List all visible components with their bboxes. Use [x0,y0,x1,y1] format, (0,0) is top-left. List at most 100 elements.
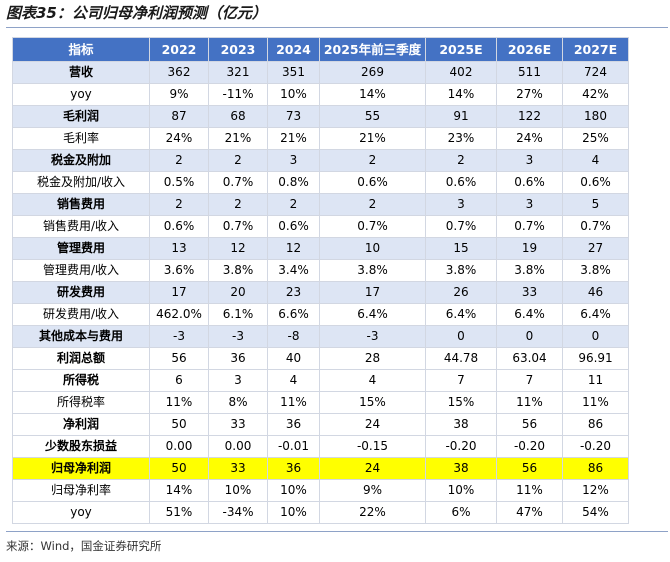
value-cell: 0.6% [562,171,629,194]
value-cell: 0 [496,325,563,348]
value-cell: -0.15 [319,435,426,458]
value-cell: 50 [149,457,209,480]
value-cell: 11 [562,369,629,392]
value-cell: 0.6% [149,215,209,238]
value-cell: 4 [319,369,426,392]
value-cell: -0.20 [496,435,563,458]
header-cell: 2023 [208,37,268,62]
header-cell: 2026E [496,37,563,62]
header-cell: 2025年前三季度 [319,37,426,62]
value-cell: 0.7% [425,215,497,238]
value-cell: 9% [319,479,426,502]
value-cell: 14% [149,479,209,502]
value-cell: 9% [149,83,209,106]
value-cell: 21% [208,127,268,150]
table-header-row: 指标 2022 2023 2024 2025年前三季度 2025E 2026E … [12,37,629,62]
value-cell: 23% [425,127,497,150]
value-cell: 10% [267,501,320,524]
value-cell: 23 [267,281,320,304]
value-cell: 19 [496,237,563,260]
value-cell: 0.8% [267,171,320,194]
table-row: 其他成本与费用 -3 -3 -8 -3 0 0 0 [12,325,629,348]
figure-title: 图表35：公司归母净利润预测（亿元） [6,4,267,22]
value-cell: 0.7% [208,171,268,194]
value-cell: 13 [149,237,209,260]
value-cell: 26 [425,281,497,304]
value-cell: -3 [149,325,209,348]
value-cell: 50 [149,413,209,436]
row-label: 研发费用/收入 [12,303,150,326]
value-cell: -0.01 [267,435,320,458]
value-cell: 15 [425,237,497,260]
value-cell: 2 [149,193,209,216]
value-cell: 0.6% [425,171,497,194]
value-cell: 56 [496,413,563,436]
row-label: 所得税率 [12,391,150,414]
row-label: 所得税 [12,369,150,392]
row-label: 销售费用 [12,193,150,216]
value-cell: 3.8% [496,259,563,282]
value-cell: 54% [562,501,629,524]
row-label: 管理费用/收入 [12,259,150,282]
value-cell: 6.4% [496,303,563,326]
value-cell: 33 [208,413,268,436]
value-cell: 3.8% [425,259,497,282]
value-cell: 0.6% [319,171,426,194]
value-cell: 4 [267,369,320,392]
value-cell: 96.91 [562,347,629,370]
value-cell: 11% [562,391,629,414]
row-label: 利润总额 [12,347,150,370]
value-cell: 15% [425,391,497,414]
value-cell: 3.8% [319,259,426,282]
value-cell: 38 [425,457,497,480]
value-cell: 321 [208,61,268,84]
value-cell: 86 [562,413,629,436]
value-cell: 3 [425,193,497,216]
header-cell: 2027E [562,37,629,62]
value-cell: 2 [267,193,320,216]
table-row: 税金及附加/收入 0.5% 0.7% 0.8% 0.6% 0.6% 0.6% 0.6% [12,171,629,194]
value-cell: 12 [208,237,268,260]
value-cell: 7 [496,369,563,392]
value-cell: 3 [267,149,320,172]
header-cell: 2024 [267,37,320,62]
value-cell: -3 [319,325,426,348]
value-cell: -0.20 [425,435,497,458]
table-row: 税金及附加 2 2 3 2 2 3 4 [12,149,629,172]
value-cell: 6.6% [267,303,320,326]
row-label: yoy [12,83,150,106]
value-cell: 24 [319,457,426,480]
row-label: 净利润 [12,413,150,436]
row-label: 税金及附加/收入 [12,171,150,194]
value-cell: 44.78 [425,347,497,370]
value-cell: 180 [562,105,629,128]
value-cell: 36 [208,347,268,370]
row-label: 税金及附加 [12,149,150,172]
value-cell: 10% [267,83,320,106]
value-cell: 0.7% [562,215,629,238]
value-cell: 51% [149,501,209,524]
row-label: 毛利率 [12,127,150,150]
row-label: yoy [12,501,150,524]
value-cell: -0.20 [562,435,629,458]
value-cell: 10% [208,479,268,502]
value-cell: 11% [496,479,563,502]
value-cell: 91 [425,105,497,128]
value-cell: 269 [319,61,426,84]
value-cell: 3.6% [149,259,209,282]
value-cell: 3 [496,149,563,172]
table-row: 少数股东损益 0.00 0.00 -0.01 -0.15 -0.20 -0.20 -0.20 [12,435,629,458]
value-cell: 7 [425,369,497,392]
value-cell: 36 [267,413,320,436]
table-body: 营收 362 321 351 269 402 511 724 yoy 9% -11% 10% 14% 14… [12,61,629,524]
table-row: 研发费用 17 20 23 17 26 33 46 [12,281,629,304]
value-cell: 2 [319,149,426,172]
value-cell: 12% [562,479,629,502]
table-row: 管理费用 13 12 12 10 15 19 27 [12,237,629,260]
value-cell: 0.7% [208,215,268,238]
value-cell: 0.7% [496,215,563,238]
value-cell: 42% [562,83,629,106]
value-cell: 55 [319,105,426,128]
table-row: 研发费用/收入 462.0% 6.1% 6.6% 6.4% 6.4% 6.4% 6.4% [12,303,629,326]
value-cell: 122 [496,105,563,128]
